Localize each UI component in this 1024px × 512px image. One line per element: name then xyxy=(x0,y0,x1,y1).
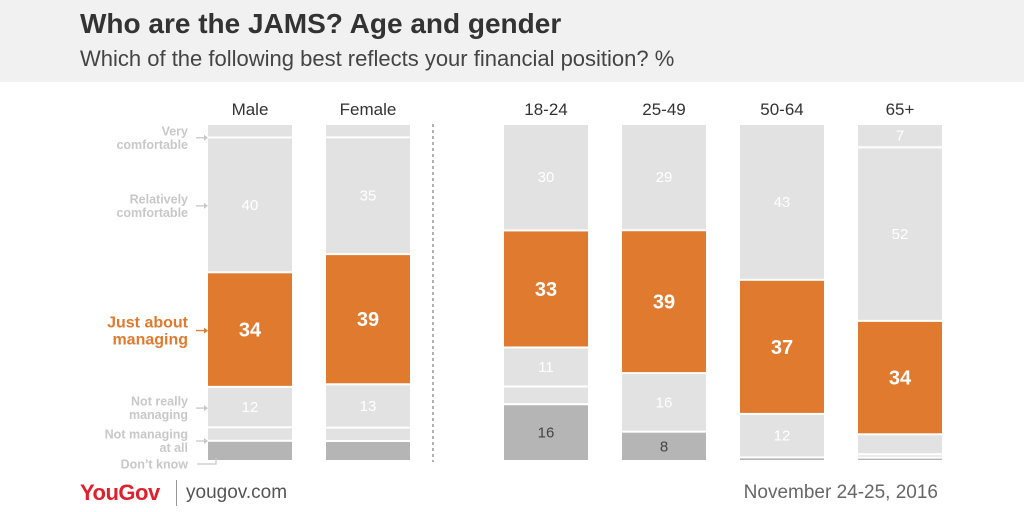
bar-segment xyxy=(326,125,410,137)
data-label: 13 xyxy=(360,398,377,415)
data-label: 7 xyxy=(896,128,904,145)
bar-segment xyxy=(326,138,410,254)
bar-segment xyxy=(208,125,292,137)
data-label: 30 xyxy=(538,169,555,186)
data-label: 39 xyxy=(357,309,379,331)
category-label: 65+ xyxy=(886,100,915,119)
row-arrow xyxy=(197,458,217,465)
category-label: Female xyxy=(340,100,397,119)
bar-segment xyxy=(622,374,706,431)
chart-title: Who are the JAMS? Age and gender xyxy=(80,8,562,39)
category-label: 25-49 xyxy=(642,100,685,119)
row-label: Not managing xyxy=(105,428,188,442)
bar-segment xyxy=(858,321,942,434)
bar-segment xyxy=(326,441,410,460)
bar-segment xyxy=(504,231,588,347)
bar-segment xyxy=(504,387,588,404)
bar-segment xyxy=(208,138,292,272)
bar-segment xyxy=(740,414,824,457)
row-label: Just about xyxy=(107,315,189,332)
chart-subtitle: Which of the following best reflects you… xyxy=(80,46,675,71)
data-label: 40 xyxy=(242,197,259,214)
row-label: Very xyxy=(162,124,188,138)
row-arrow-head xyxy=(204,405,208,412)
footer-separator xyxy=(176,480,177,506)
data-label: 34 xyxy=(889,368,912,390)
yougov-logo: YouGov xyxy=(80,480,160,505)
bar-segment xyxy=(208,387,292,427)
data-label: 34 xyxy=(239,320,262,342)
bar-segment xyxy=(858,148,942,320)
data-label: 37 xyxy=(771,337,793,359)
bar-segment xyxy=(326,385,410,427)
bar-segment xyxy=(622,231,706,373)
data-label: 8 xyxy=(660,438,668,455)
footer-date: November 24-25, 2016 xyxy=(743,482,938,503)
bar-segment xyxy=(740,280,824,413)
data-label: 43 xyxy=(774,194,791,211)
category-label: Male xyxy=(232,100,269,119)
bar-segment xyxy=(208,273,292,386)
data-label: 11 xyxy=(538,359,554,376)
bar-segment xyxy=(504,125,588,230)
row-label: at all xyxy=(160,441,189,455)
data-label: 12 xyxy=(774,428,791,445)
header-band: Who are the JAMS? Age and gender Which o… xyxy=(0,0,1024,82)
row-label: Not really xyxy=(131,395,188,409)
bar-segment xyxy=(858,455,942,457)
data-label: 39 xyxy=(653,292,675,314)
row-label: managing xyxy=(129,408,188,422)
stacked-bar-chart: Male 40 34 12 Female 35 39 13 18-24 30 33 11 16 25-49… xyxy=(105,100,942,471)
bar-segment xyxy=(208,428,292,440)
bar-segment xyxy=(622,432,706,460)
data-label: 33 xyxy=(535,279,557,301)
bar-segment xyxy=(622,125,706,230)
bar-segment xyxy=(858,458,942,460)
data-label: 52 xyxy=(892,226,909,243)
row-arrow-head xyxy=(204,134,208,141)
data-label: 16 xyxy=(656,394,673,411)
bar-segment xyxy=(740,125,824,279)
bar-segment xyxy=(858,125,942,147)
row-arrow-head xyxy=(204,327,208,334)
bar-segment xyxy=(504,405,588,460)
data-label: 29 xyxy=(656,169,673,186)
footer-url: yougov.com xyxy=(186,482,288,503)
category-label: 50-64 xyxy=(760,100,803,119)
data-label: 16 xyxy=(538,425,555,442)
row-label: comfortable xyxy=(116,138,188,152)
bar-segment xyxy=(858,435,942,454)
row-arrow-head xyxy=(204,202,208,209)
bar-segment xyxy=(326,255,410,384)
row-label: comfortable xyxy=(116,206,188,220)
row-arrow-head xyxy=(204,438,208,445)
category-label: 18-24 xyxy=(524,100,567,119)
row-label: Don’t know xyxy=(121,457,189,471)
row-label: Relatively xyxy=(130,193,188,207)
bar-segment xyxy=(740,458,824,460)
bar-segment xyxy=(504,348,588,386)
data-label: 12 xyxy=(242,399,259,416)
bar-segment xyxy=(208,441,292,460)
data-label: 35 xyxy=(360,188,377,205)
bar-segment xyxy=(326,428,410,440)
row-label: managing xyxy=(112,332,188,349)
